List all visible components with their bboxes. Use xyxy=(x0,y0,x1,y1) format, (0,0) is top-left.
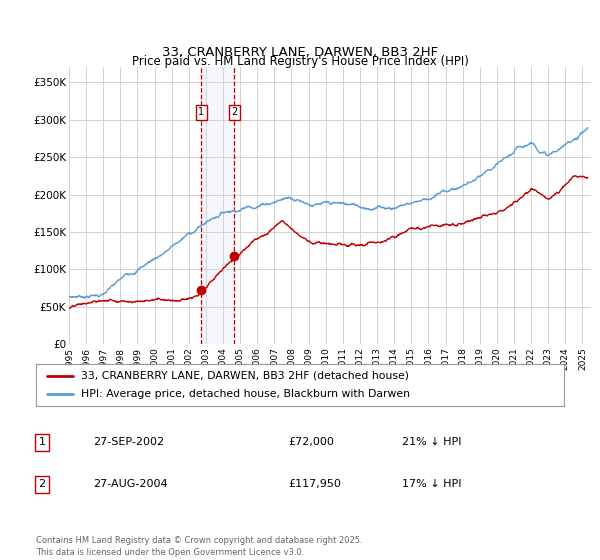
Text: 2: 2 xyxy=(38,479,46,489)
Text: 1: 1 xyxy=(199,107,205,117)
Text: Price paid vs. HM Land Registry's House Price Index (HPI): Price paid vs. HM Land Registry's House … xyxy=(131,55,469,68)
Text: 33, CRANBERRY LANE, DARWEN, BB3 2HF: 33, CRANBERRY LANE, DARWEN, BB3 2HF xyxy=(162,46,438,59)
Text: £117,950: £117,950 xyxy=(288,479,341,489)
Text: 21% ↓ HPI: 21% ↓ HPI xyxy=(402,437,461,447)
Text: 27-SEP-2002: 27-SEP-2002 xyxy=(93,437,164,447)
Text: 17% ↓ HPI: 17% ↓ HPI xyxy=(402,479,461,489)
Text: Contains HM Land Registry data © Crown copyright and database right 2025.
This d: Contains HM Land Registry data © Crown c… xyxy=(36,536,362,557)
Bar xyxy=(202,67,234,344)
Text: 1: 1 xyxy=(38,437,46,447)
Text: 2: 2 xyxy=(231,107,237,117)
Text: HPI: Average price, detached house, Blackburn with Darwen: HPI: Average price, detached house, Blac… xyxy=(81,389,410,399)
Text: 33, CRANBERRY LANE, DARWEN, BB3 2HF (detached house): 33, CRANBERRY LANE, DARWEN, BB3 2HF (det… xyxy=(81,371,409,381)
Text: £72,000: £72,000 xyxy=(288,437,334,447)
Text: 27-AUG-2004: 27-AUG-2004 xyxy=(93,479,167,489)
